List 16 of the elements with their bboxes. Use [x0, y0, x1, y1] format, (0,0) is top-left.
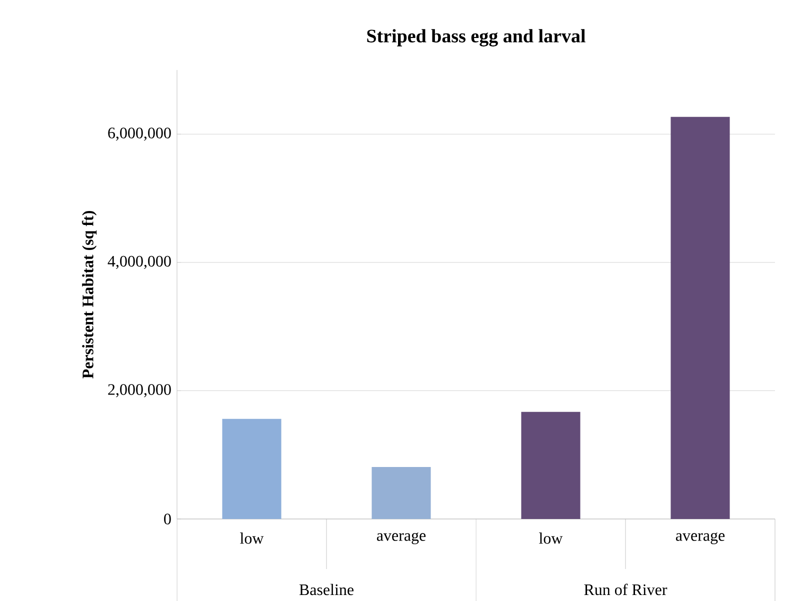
- bar: [372, 467, 431, 519]
- y-tick-label: 6,000,000: [108, 128, 171, 141]
- text: Run of River: [584, 584, 668, 596]
- bar: [670, 116, 730, 519]
- bar: [521, 412, 580, 519]
- y-tick-label: 2,000,000: [108, 384, 171, 398]
- text: Baseline: [299, 584, 354, 596]
- x-tick-label: low: [539, 532, 563, 544]
- bar: [222, 418, 282, 519]
- y-tick-label: 0: [164, 514, 171, 524]
- y-axis-title: Persistent Habitat (sq ft): [82, 211, 97, 378]
- x-tick-label: average: [676, 532, 725, 544]
- x-tick-label: low: [240, 532, 264, 544]
- chart-title: Striped bass egg and larval: [367, 29, 586, 46]
- y-tick-label: 4,000,000: [108, 256, 171, 269]
- x-tick-label: average: [376, 532, 426, 544]
